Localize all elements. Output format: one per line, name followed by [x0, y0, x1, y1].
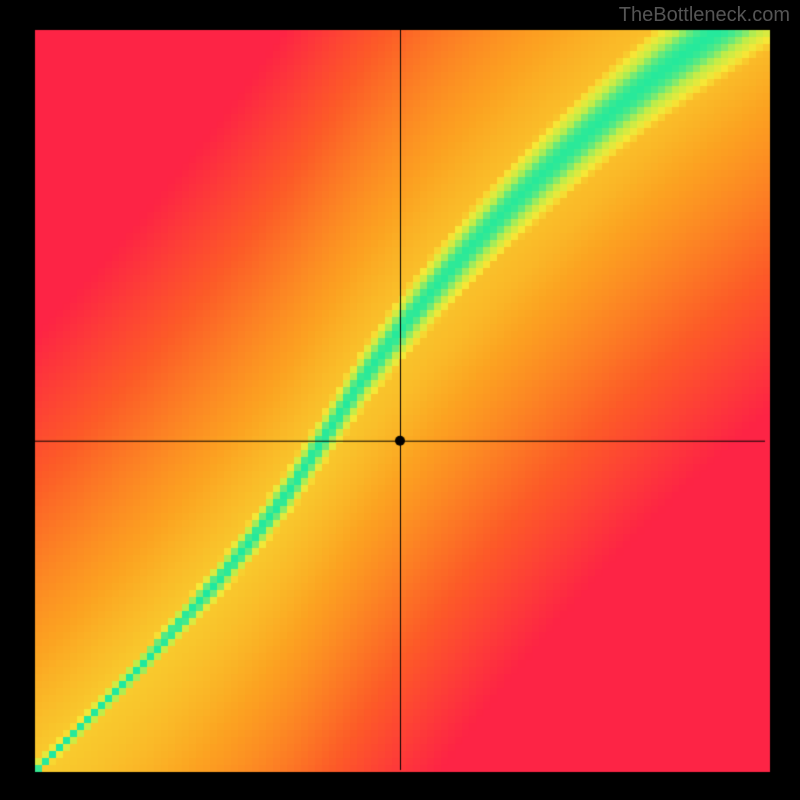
heatmap-canvas [0, 0, 800, 800]
chart-container: TheBottleneck.com [0, 0, 800, 800]
